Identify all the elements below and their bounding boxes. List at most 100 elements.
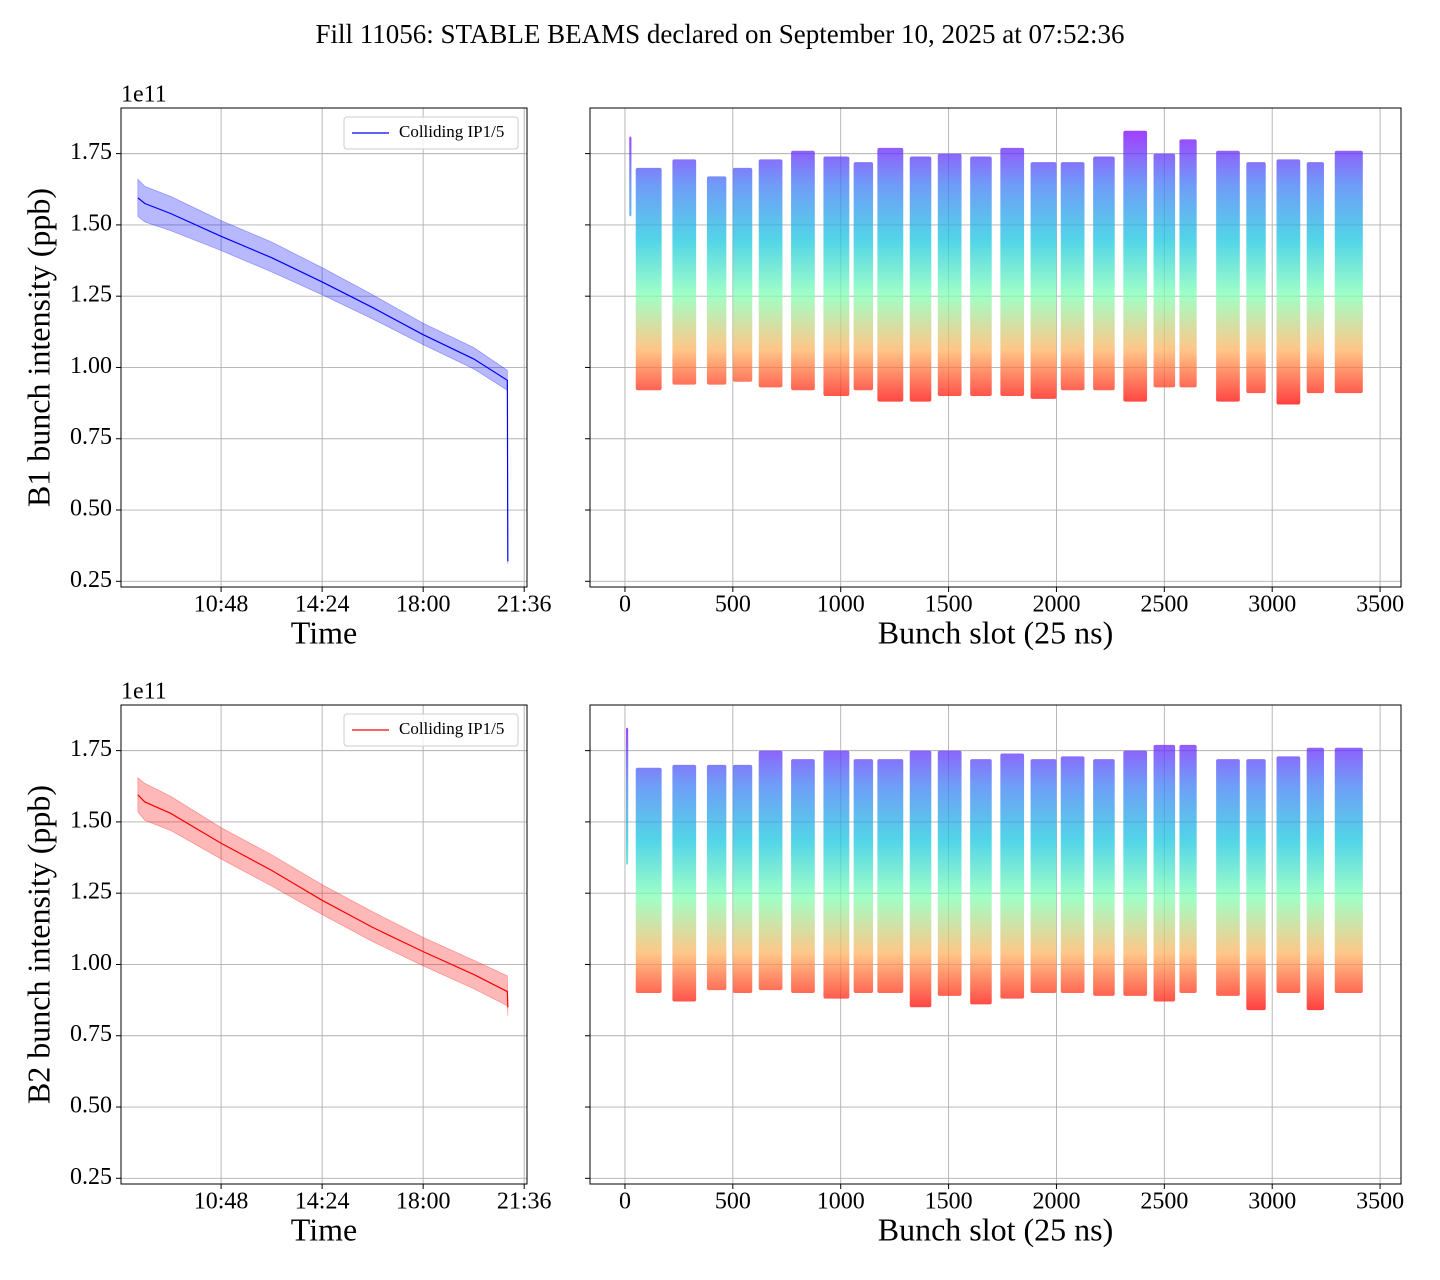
bunch-train [1276, 159, 1301, 405]
y-tick-label: 0.25 [70, 567, 112, 593]
bunch-train [1334, 150, 1363, 394]
x-tick-label: 14:24 [295, 592, 350, 618]
x-tick-label: 1000 [817, 592, 865, 618]
y-offset-label: 1e11 [121, 82, 167, 108]
axes: 0 500 1000 1500 2000 2500 3000 3500 Bunch slot (… [585, 704, 1404, 1247]
bunch-train [823, 750, 850, 999]
x-tick-label: 0 [619, 592, 631, 618]
axes-frame [589, 107, 1402, 588]
x-tick-label: 10:48 [194, 1189, 249, 1215]
bunch-train [1216, 759, 1240, 996]
bunch-train [1179, 139, 1197, 388]
bunch-train [1276, 756, 1301, 993]
axes-frame [120, 107, 528, 588]
bunch-train [909, 750, 932, 1008]
x-tick-label: 18:00 [396, 1189, 451, 1215]
bunch-train [1153, 153, 1176, 388]
x-tick-label: 2000 [1032, 1189, 1080, 1215]
y-axis-label: B1 bunch intensity (ppb) [20, 188, 56, 507]
x-axis-label: Bunch slot (25 ns) [878, 1211, 1114, 1247]
bunch-train [1306, 162, 1324, 394]
line [137, 794, 509, 1008]
bunch-train [1153, 744, 1176, 1002]
bunch-train [791, 150, 815, 391]
bunch-train [626, 727, 629, 865]
axes-frame [589, 704, 1402, 1185]
bunch-train [1030, 162, 1057, 399]
bunch-train [937, 153, 962, 396]
bunch-train [853, 162, 874, 391]
bunch-train [1060, 162, 1085, 391]
plot-area [137, 178, 509, 565]
plot-area [626, 727, 1363, 1011]
y-tick-label: 0.50 [70, 496, 112, 522]
axes-frame [120, 704, 528, 1185]
plot-area [137, 776, 509, 1016]
bunch-train [1246, 162, 1266, 394]
bunch-train [937, 750, 962, 996]
x-tick-label: 500 [715, 592, 751, 618]
x-tick-label: 3000 [1248, 592, 1296, 618]
legend-box [343, 713, 519, 747]
x-tick-label: 1000 [817, 1189, 865, 1215]
x-tick-label: 2500 [1140, 592, 1188, 618]
y-tick-label: 0.75 [70, 424, 112, 450]
bunch-train [635, 767, 662, 993]
bunch-train [732, 167, 753, 382]
bunch-train [1246, 759, 1266, 1011]
bunch-train [629, 136, 632, 217]
bunch-train [1179, 744, 1197, 993]
bunch-train [970, 156, 992, 396]
x-axis-label: Time [291, 1211, 357, 1247]
x-tick-label: 21:36 [497, 1189, 552, 1215]
bunch-train [1334, 747, 1363, 993]
y-axis-label: B2 bunch intensity (ppb) [20, 785, 56, 1104]
x-tick-label: 2500 [1140, 1189, 1188, 1215]
bunch-train [706, 764, 727, 991]
y-tick-label: 0.75 [70, 1021, 112, 1047]
bunch-train [1123, 750, 1148, 996]
bunch-train [1060, 756, 1085, 993]
bunch-train [1306, 747, 1324, 1011]
bunch-train [672, 159, 697, 385]
axes: 0.25 0.50 0.75 1.00 1.25 1.50 1.75 10:48 14:24 18… [20, 82, 551, 651]
figure-title: Fill 11056: STABLE BEAMS declared on Sep… [315, 19, 1124, 49]
bunch-train [635, 167, 662, 391]
x-tick-label: 1500 [925, 1189, 973, 1215]
bunch-train [706, 176, 727, 385]
y-tick-label: 1.50 [70, 210, 112, 236]
bunch-train [1093, 759, 1115, 996]
bunch-train [1123, 130, 1148, 402]
y-tick-label: 1.00 [70, 950, 112, 976]
bunch-train [758, 159, 783, 388]
bunch-train [1030, 759, 1057, 993]
bunch-train [1093, 156, 1115, 391]
legend-label: Colliding IP1/5 [399, 122, 504, 141]
bunch-train [672, 764, 697, 1002]
y-tick-label: 1.25 [70, 282, 112, 308]
y-tick-label: 1.25 [70, 879, 112, 905]
bunch-train [823, 156, 850, 396]
y-tick-label: 1.50 [70, 807, 112, 833]
x-axis-label: Time [291, 614, 357, 650]
bunch-train [1000, 753, 1025, 999]
axes: 0.25 0.50 0.75 1.00 1.25 1.50 1.75 10:48 14:24 18… [20, 679, 551, 1248]
band [137, 178, 509, 565]
bunch-train [758, 750, 783, 991]
bunch-train [791, 759, 815, 993]
x-tick-label: 0 [619, 1189, 631, 1215]
bunch-train [1216, 150, 1240, 402]
x-tick-label: 3500 [1356, 592, 1404, 618]
x-tick-label: 10:48 [194, 592, 249, 618]
x-tick-label: 500 [715, 1189, 751, 1215]
bunch-train [970, 759, 992, 1005]
x-tick-label: 3000 [1248, 1189, 1296, 1215]
x-tick-label: 14:24 [295, 1189, 350, 1215]
x-tick-label: 3500 [1356, 1189, 1404, 1215]
x-tick-label: 1500 [925, 592, 973, 618]
bunch-train [732, 764, 753, 993]
legend-label: Colliding IP1/5 [399, 719, 504, 738]
y-tick-label: 1.75 [70, 139, 112, 165]
y-tick-label: 0.50 [70, 1093, 112, 1119]
